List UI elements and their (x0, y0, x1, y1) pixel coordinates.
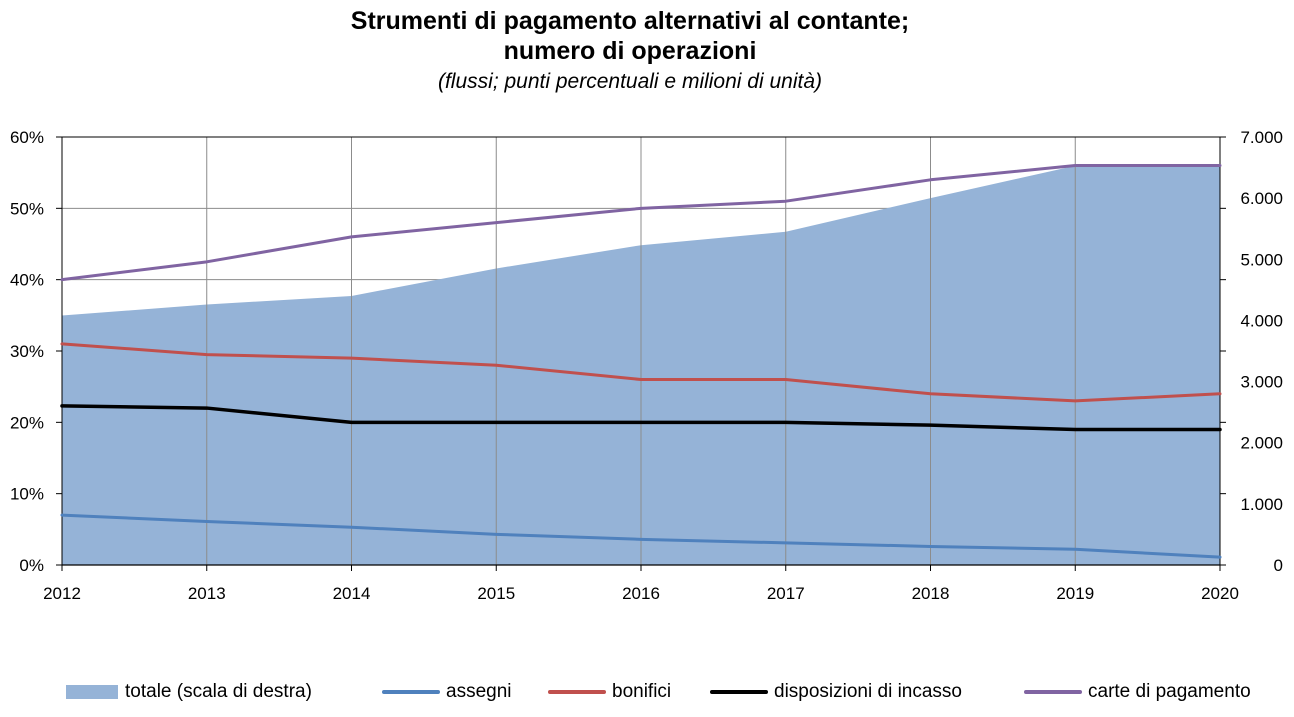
chart-legend: totale (scala di destra) assegni bonifici d… (0, 676, 1294, 708)
chart-subtitle: (flussi; punti percentuali e milioni di … (437, 70, 823, 93)
x-tick-label: 2012 (43, 584, 81, 603)
x-tick-label: 2018 (912, 584, 950, 603)
x-tick-label: 2016 (622, 584, 660, 603)
series-lines-layer (60, 164, 1222, 559)
left-tick-label: 60% (10, 128, 44, 147)
right-tick-label: 1.000 (1240, 495, 1283, 514)
right-tick-label: 4.000 (1240, 311, 1283, 330)
chart-title-line-1: Strumenti di pagamento alternativi al co… (350, 7, 910, 35)
legend-item: carte di pagamento (1024, 676, 1251, 708)
left-tick-label: 0% (19, 556, 44, 575)
right-tick-label: 2.000 (1240, 434, 1283, 453)
tick-labels-layer: 0% 10% 20% 30% 40% 50% 60% 0 1.000 2.000 3.000 4.00… (10, 128, 1283, 603)
legend-swatch (1024, 690, 1082, 694)
right-tick-label: 6.000 (1240, 189, 1283, 208)
legend-item: totale (scala di destra) (66, 676, 312, 708)
x-tick-label: 2014 (333, 584, 371, 603)
x-tick-label: 2015 (477, 584, 515, 603)
vertical-grid-layer (206, 137, 1076, 565)
legend-label: totale (scala di destra) (125, 681, 312, 702)
x-tick-label: 2013 (188, 584, 226, 603)
legend-swatch (548, 690, 606, 694)
right-tick-label: 3.000 (1240, 373, 1283, 392)
series-line-disposizioni-di-incasso (60, 404, 1222, 432)
legend-item: disposizioni di incasso (710, 676, 962, 708)
right-tick-label: 7.000 (1240, 128, 1283, 147)
legend-item: assegni (382, 676, 512, 708)
x-tick-label: 2020 (1201, 584, 1239, 603)
x-tick-label: 2019 (1056, 584, 1094, 603)
right-tick-label: 0 (1274, 556, 1283, 575)
legend-label: bonifici (612, 681, 672, 702)
left-tick-label: 20% (10, 413, 44, 432)
right-tick-label: 5.000 (1240, 250, 1283, 269)
left-tick-label: 40% (10, 271, 44, 290)
series-line-bonifici (60, 342, 1222, 403)
legend-swatch (66, 685, 118, 699)
left-tick-label: 10% (10, 485, 44, 504)
series-line-assegni (60, 513, 1222, 559)
legend-label: disposizioni di incasso (774, 681, 962, 702)
plot-frame-layer (56, 136, 1226, 571)
left-tick-label: 50% (10, 199, 44, 218)
x-tick-label: 2017 (767, 584, 805, 603)
legend-swatch (710, 690, 768, 694)
chart-titles: Strumenti di pagamento alternativi al co… (0, 0, 1260, 96)
series-line-carte-di-pagamento (60, 164, 1222, 282)
left-tick-label: 30% (10, 342, 44, 361)
chart-title-line-2: numero di operazioni (503, 37, 757, 65)
legend-item: bonifici (548, 676, 671, 708)
legend-swatch (382, 690, 440, 694)
legend-label: assegni (446, 681, 512, 702)
legend-label: carte di pagamento (1088, 681, 1251, 702)
